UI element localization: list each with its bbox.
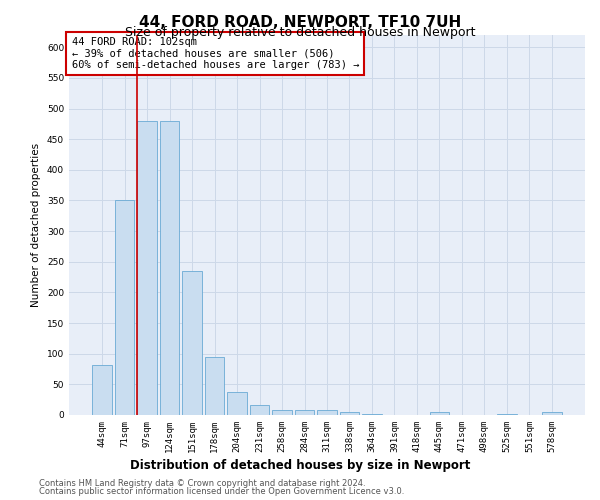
Bar [272,410,292,415]
Bar [362,414,382,415]
Text: Size of property relative to detached houses in Newport: Size of property relative to detached ho… [125,26,475,39]
Text: Contains HM Land Registry data © Crown copyright and database right 2024.: Contains HM Land Registry data © Crown c… [39,479,365,488]
Bar [137,121,157,415]
Bar [115,200,134,415]
Text: 44, FORD ROAD, NEWPORT, TF10 7UH: 44, FORD ROAD, NEWPORT, TF10 7UH [139,15,461,30]
Text: 44 FORD ROAD: 102sqm
← 39% of detached houses are smaller (506)
60% of semi-deta: 44 FORD ROAD: 102sqm ← 39% of detached h… [71,37,359,70]
Bar [182,271,202,415]
Bar [295,410,314,415]
Bar [205,357,224,415]
Bar [430,412,449,415]
Bar [497,414,517,415]
Bar [227,392,247,415]
Y-axis label: Number of detached properties: Number of detached properties [31,143,41,307]
Bar [250,405,269,415]
Bar [92,364,112,415]
Text: Distribution of detached houses by size in Newport: Distribution of detached houses by size … [130,460,470,472]
Bar [160,121,179,415]
Bar [340,412,359,415]
Bar [317,410,337,415]
Text: Contains public sector information licensed under the Open Government Licence v3: Contains public sector information licen… [39,486,404,496]
Bar [542,412,562,415]
